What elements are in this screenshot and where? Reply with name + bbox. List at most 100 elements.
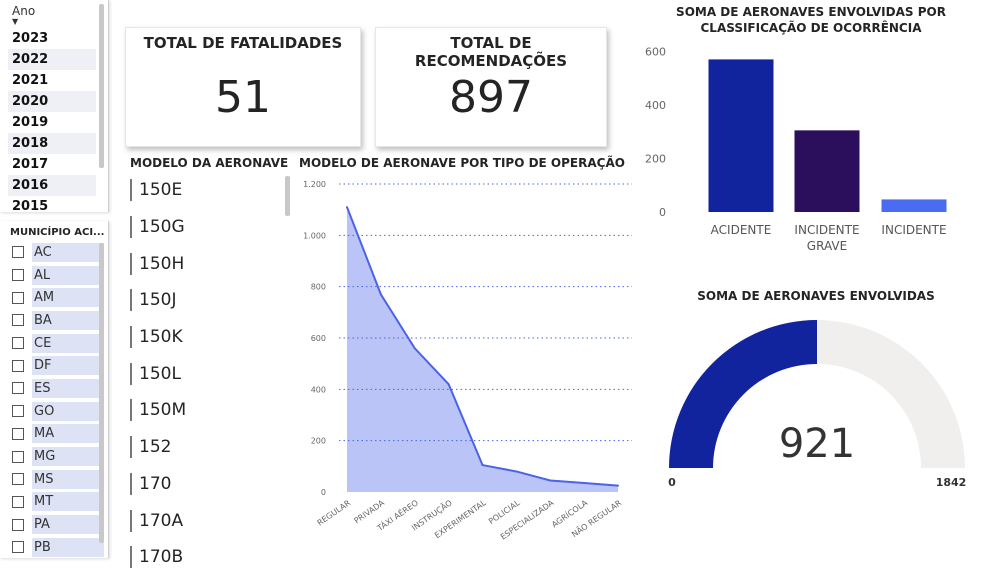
model-item-marker — [130, 362, 132, 385]
kpi-value-recomendacoes: 897 — [449, 72, 533, 123]
y-tick-label: 0 — [659, 206, 666, 219]
y-tick-label: 1.000 — [303, 231, 326, 240]
model-item-marker — [130, 472, 132, 495]
model-item-label: 150L — [139, 363, 181, 384]
model-item-marker — [130, 289, 132, 312]
municipio-slicer-header: MUNICÍPIO ACI... — [10, 227, 105, 238]
municipio-item-ba[interactable]: BA — [12, 309, 104, 332]
checkbox[interactable] — [12, 427, 24, 440]
data-point — [515, 470, 518, 473]
municipio-item-mt[interactable]: MT — [12, 491, 104, 514]
model-item[interactable]: 170B — [130, 539, 290, 576]
checkbox[interactable] — [12, 518, 24, 531]
y-tick-label: 400 — [645, 99, 666, 112]
model-item[interactable]: 150E — [130, 172, 290, 209]
municipio-item-am[interactable]: AM — [12, 286, 104, 309]
municipio-item-es[interactable]: ES — [12, 377, 104, 400]
year-item-2020[interactable]: 2020 — [8, 91, 96, 112]
checkbox[interactable] — [12, 382, 24, 395]
year-item-2019[interactable]: 2019 — [12, 115, 49, 130]
checkbox[interactable] — [12, 405, 24, 418]
model-item[interactable]: 170 — [130, 466, 290, 503]
model-item-marker — [130, 399, 132, 422]
checkbox[interactable] — [12, 495, 24, 508]
model-item-marker — [130, 179, 132, 202]
model-item[interactable]: 170A — [130, 502, 290, 539]
year-list: 2023 2022 2021 2020 2019 2018 2017 2016 2015 — [8, 28, 96, 217]
municipio-label: MS — [32, 469, 104, 489]
model-item-label: 170A — [139, 510, 184, 531]
model-item-marker — [130, 216, 132, 239]
municipio-label: AM — [32, 288, 104, 308]
year-scrollbar[interactable] — [99, 4, 104, 168]
chevron-down-icon[interactable]: ▼ — [12, 17, 19, 26]
year-item-2023[interactable]: 2023 — [12, 31, 49, 46]
kpi-title-recomendacoes: TOTAL DE RECOMENDAÇÕES — [414, 34, 568, 70]
model-item-marker — [130, 252, 132, 275]
year-item-2017[interactable]: 2017 — [12, 157, 49, 172]
model-item[interactable]: 150G — [130, 209, 290, 246]
checkbox[interactable] — [12, 541, 24, 554]
bar-chart-title: SOMA DE AERONAVES ENVOLVIDAS POR CLASSIF… — [640, 4, 982, 36]
data-point — [379, 293, 382, 296]
data-point — [413, 347, 416, 350]
year-item-2018[interactable]: 2018 — [8, 133, 96, 154]
municipio-item-mg[interactable]: MG — [12, 445, 104, 468]
municipio-label: PA — [32, 515, 104, 535]
gauge-min-label: 0 — [668, 476, 676, 489]
model-list-scrollbar[interactable] — [285, 176, 290, 216]
bar-chart-title-line1: SOMA DE AERONAVES ENVOLVIDAS POR — [676, 5, 946, 19]
model-list-title: MODELO DA AERONAVE — [130, 156, 289, 170]
model-item[interactable]: 150M — [130, 392, 290, 429]
municipio-label: MA — [32, 424, 104, 444]
checkbox[interactable] — [12, 246, 24, 259]
municipio-label: MG — [32, 447, 104, 467]
kpi-card-fatalidades: TOTAL DE FATALIDADES 51 — [125, 27, 361, 147]
y-tick-label: 200 — [645, 152, 666, 165]
model-item[interactable]: 152 — [130, 429, 290, 466]
model-list: 150E 150G 150H 150J 150K 150L 150M 152 170 170A 17… — [130, 172, 290, 576]
municipio-item-ma[interactable]: MA — [12, 423, 104, 446]
municipio-label: PB — [32, 537, 104, 557]
model-item[interactable]: 150H — [130, 245, 290, 282]
bar — [794, 130, 860, 212]
checkbox[interactable] — [12, 337, 24, 350]
model-item-label: 170 — [139, 473, 172, 494]
municipio-item-pb[interactable]: PB — [12, 536, 104, 559]
municipio-item-pa[interactable]: PA — [12, 513, 104, 536]
year-item-2022[interactable]: 2022 — [8, 49, 96, 70]
x-tick-label: INCIDENTE — [794, 223, 859, 237]
municipio-item-go[interactable]: GO — [12, 400, 104, 423]
model-item-label: 150J — [139, 290, 177, 311]
model-item[interactable]: 150K — [130, 319, 290, 356]
checkbox[interactable] — [12, 473, 24, 486]
kpi-value-fatalidades: 51 — [215, 72, 271, 123]
y-tick-label: 400 — [311, 385, 326, 394]
checkbox[interactable] — [12, 291, 24, 304]
model-item[interactable]: 150J — [130, 282, 290, 319]
municipio-label: AL — [32, 265, 104, 285]
municipio-scrollbar[interactable] — [99, 243, 104, 543]
municipio-item-ce[interactable]: CE — [12, 332, 104, 355]
x-tick-label: ACIDENTE — [711, 223, 772, 237]
y-tick-label: 600 — [311, 334, 326, 343]
municipio-label: MT — [32, 492, 104, 512]
checkbox[interactable] — [12, 314, 24, 327]
gauge-max-label: 1842 — [936, 476, 967, 489]
checkbox[interactable] — [12, 269, 24, 282]
municipio-item-ac[interactable]: AC — [12, 241, 104, 264]
year-item-2016[interactable]: 2016 — [8, 175, 96, 196]
municipio-item-ms[interactable]: MS — [12, 468, 104, 491]
checkbox[interactable] — [12, 359, 24, 372]
municipio-item-al[interactable]: AL — [12, 264, 104, 287]
y-tick-label: 0 — [321, 488, 326, 497]
year-item-2015[interactable]: 2015 — [12, 199, 49, 214]
y-tick-label: 600 — [645, 45, 666, 58]
model-item[interactable]: 150L — [130, 355, 290, 392]
municipio-slicer: MUNICÍPIO ACI... AC AL AM BA CE DF ES GO MA MG MS M… — [0, 221, 109, 558]
x-tick-label: INCIDENTE — [881, 223, 946, 237]
year-slicer-header[interactable]: Ano — [12, 4, 36, 18]
checkbox[interactable] — [12, 450, 24, 463]
year-item-2021[interactable]: 2021 — [12, 73, 49, 88]
municipio-item-df[interactable]: DF — [12, 354, 104, 377]
